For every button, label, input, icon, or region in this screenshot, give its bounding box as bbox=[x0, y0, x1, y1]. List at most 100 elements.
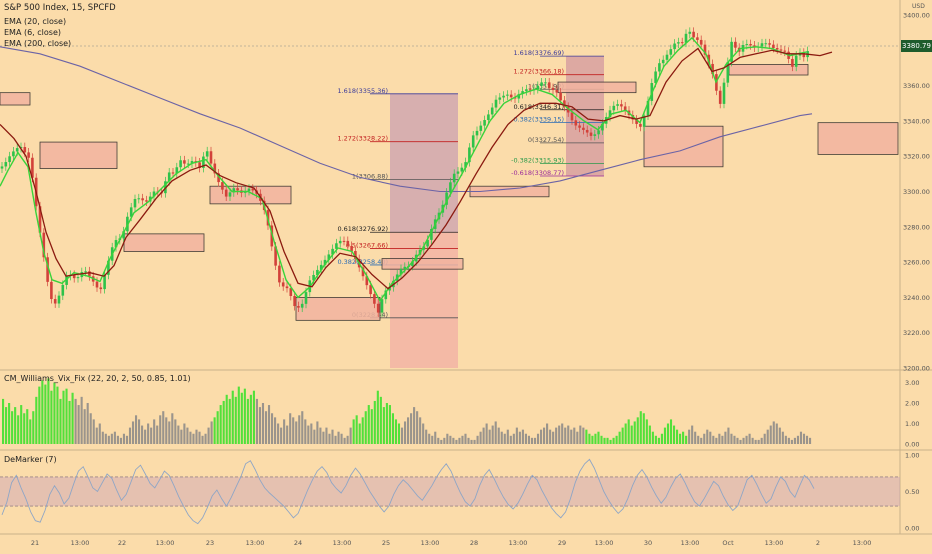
vix-bar bbox=[733, 435, 736, 444]
vix-bar bbox=[59, 398, 62, 444]
candle-body bbox=[57, 295, 61, 304]
candle-body bbox=[544, 82, 547, 84]
candle-body bbox=[521, 91, 524, 95]
fib-level-label: 1(3306.88) bbox=[352, 172, 388, 180]
candle-body bbox=[23, 147, 27, 153]
vix-bar bbox=[349, 427, 352, 444]
sd-zone[interactable] bbox=[381, 258, 464, 270]
price-axis-tick: 3320.00 bbox=[903, 153, 930, 161]
candle-body bbox=[696, 37, 699, 40]
vix-bar bbox=[645, 419, 648, 444]
vix-bar bbox=[482, 427, 485, 444]
candle-body bbox=[760, 43, 764, 47]
candle-body bbox=[703, 44, 707, 55]
legend-ema20[interactable]: EMA (20, close) bbox=[4, 17, 67, 26]
candle-body bbox=[570, 112, 574, 121]
vix-bar bbox=[144, 429, 147, 444]
candle-body bbox=[338, 240, 342, 244]
candle-body bbox=[8, 156, 11, 163]
vix-bar bbox=[425, 429, 428, 444]
vix-bar bbox=[313, 429, 316, 444]
vix-bar bbox=[364, 411, 367, 444]
sd-zone[interactable] bbox=[295, 296, 381, 321]
candle-body bbox=[422, 246, 426, 250]
vix-bar bbox=[125, 435, 129, 444]
vix-bar bbox=[802, 433, 806, 444]
sd-zone[interactable] bbox=[643, 125, 724, 168]
vix-bar bbox=[141, 425, 144, 444]
vix-bar bbox=[264, 411, 268, 444]
candle-body bbox=[574, 120, 578, 126]
sd-zone[interactable] bbox=[123, 233, 205, 252]
candle-body bbox=[430, 228, 433, 240]
vix-bar bbox=[216, 411, 219, 444]
vix-bar bbox=[267, 405, 271, 444]
chart-symbol-title: S&P 500 Index, 15, SPCFD bbox=[4, 3, 116, 13]
vix-axis-tick: 1.00 bbox=[905, 420, 919, 428]
candle-body bbox=[236, 188, 239, 191]
sd-zone[interactable] bbox=[817, 122, 899, 155]
sd-zone[interactable] bbox=[557, 81, 637, 94]
candle-body bbox=[114, 240, 118, 248]
candle-body bbox=[646, 100, 650, 116]
sd-zone[interactable] bbox=[0, 92, 31, 106]
candle-body bbox=[502, 95, 505, 98]
vix-bar bbox=[249, 394, 252, 444]
vix-axis-tick: 2.00 bbox=[905, 400, 919, 408]
demarker-axis-tick: 0.00 bbox=[905, 525, 919, 533]
price-axis-tick: 3400.00 bbox=[903, 12, 930, 20]
candle-body bbox=[460, 167, 464, 172]
vix-bar bbox=[274, 417, 277, 444]
candle-body bbox=[72, 274, 76, 279]
candle-body bbox=[145, 200, 148, 202]
vix-bar bbox=[461, 435, 464, 444]
vix-bar bbox=[26, 409, 29, 444]
candle-body bbox=[768, 43, 771, 45]
vix-bar bbox=[337, 431, 340, 444]
demarker-pane-title[interactable]: DeMarker (7) bbox=[4, 455, 57, 464]
vix-bar bbox=[524, 433, 527, 444]
fib-level-label: 0.5(3267.66) bbox=[346, 242, 388, 250]
vix-bar bbox=[128, 427, 132, 444]
vix-bar bbox=[651, 431, 654, 444]
vix-bar bbox=[446, 433, 449, 444]
demarker-band bbox=[0, 476, 900, 507]
candle-body bbox=[361, 267, 365, 277]
vix-bar bbox=[225, 394, 228, 444]
candle-body bbox=[274, 246, 277, 266]
time-axis-tick: 13:00 bbox=[765, 539, 784, 547]
price-axis-tick: 3260.00 bbox=[903, 259, 930, 267]
vix-fix-pane-title[interactable]: CM_Williams_Vix_Fix (22, 20, 2, 50, 0.85… bbox=[4, 374, 191, 383]
legend-ema6[interactable]: EMA (6, close) bbox=[4, 28, 61, 37]
candle-body bbox=[12, 151, 15, 157]
candle-body bbox=[494, 99, 498, 108]
vix-bar bbox=[582, 427, 585, 444]
candle-body bbox=[350, 245, 353, 251]
vix-bar bbox=[255, 398, 258, 444]
candle-body bbox=[76, 277, 80, 279]
vix-bar bbox=[92, 419, 95, 444]
candle-body bbox=[745, 44, 749, 46]
candle-body bbox=[224, 189, 228, 197]
time-axis-tick: 13:00 bbox=[246, 539, 265, 547]
vix-bar bbox=[476, 435, 479, 444]
candle-body bbox=[563, 100, 566, 107]
candle-body bbox=[498, 97, 502, 100]
legend-ema200[interactable]: EMA (200, close) bbox=[4, 39, 72, 48]
vix-bar bbox=[636, 417, 639, 444]
candle-body bbox=[95, 281, 99, 288]
vix-bar bbox=[742, 437, 745, 444]
vix-bar bbox=[796, 435, 800, 444]
candle-body bbox=[639, 123, 642, 127]
sd-zone[interactable] bbox=[39, 141, 118, 169]
vix-bar bbox=[186, 427, 189, 444]
fib2-level-label: -0.382(3315.93) bbox=[511, 156, 564, 164]
candle-body bbox=[289, 288, 293, 296]
vix-bar bbox=[23, 413, 26, 444]
ema200-line bbox=[0, 46, 813, 193]
time-axis-tick: 30 bbox=[644, 539, 652, 547]
candle-body bbox=[297, 306, 300, 308]
candle-body bbox=[528, 89, 532, 91]
